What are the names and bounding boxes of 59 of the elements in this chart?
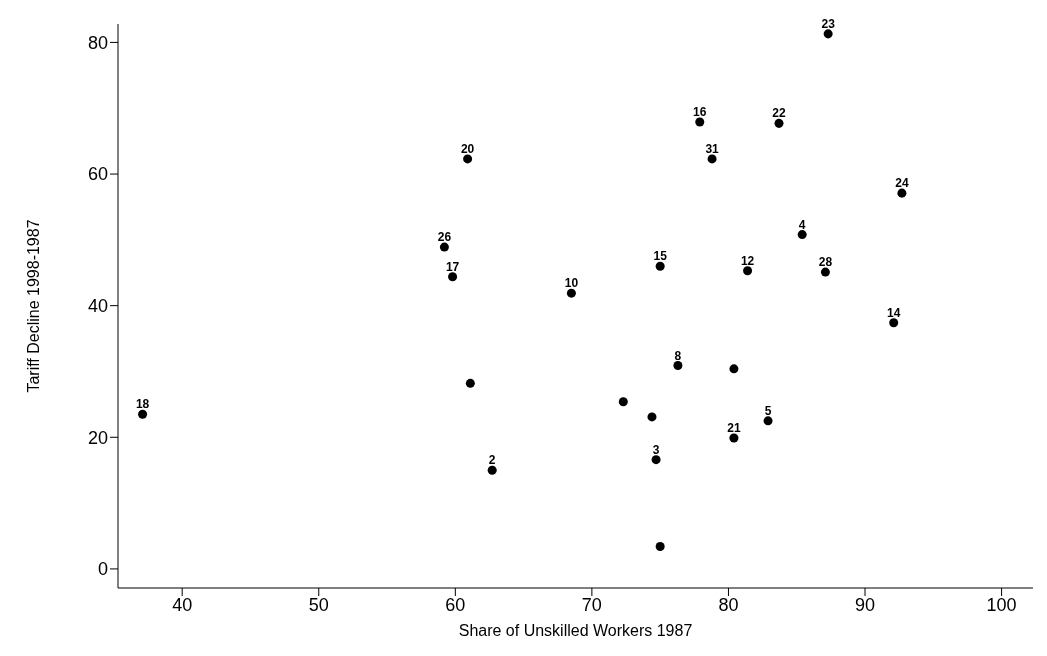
- annotation: 17: [445, 259, 460, 274]
- annotation: 21: [727, 420, 741, 435]
- annotation: 14: [887, 305, 901, 320]
- point: [655, 261, 665, 271]
- point: [651, 455, 661, 465]
- point: [647, 412, 657, 422]
- annotation: 18: [135, 397, 150, 412]
- annotation: 23: [821, 16, 836, 31]
- x-tick-label: 40: [172, 594, 193, 615]
- point: [487, 465, 497, 475]
- annotation: 16: [693, 105, 707, 120]
- point: [655, 542, 665, 552]
- annotation: 5: [764, 403, 772, 418]
- annotation: 28: [818, 255, 833, 270]
- y-tick-label: 20: [87, 427, 108, 448]
- point: [797, 230, 807, 240]
- point: [774, 118, 784, 128]
- annotation: 4: [798, 217, 806, 232]
- point: [566, 288, 576, 298]
- x-axis-title: Share of Unskilled Workers 1987: [458, 622, 693, 639]
- point: [729, 433, 739, 443]
- x-tick-label: 80: [718, 594, 739, 615]
- point: [618, 397, 628, 407]
- point: [823, 29, 833, 39]
- y-tick-label: 0: [97, 559, 108, 580]
- point: [889, 318, 899, 328]
- x-tick-label: 60: [445, 594, 466, 615]
- x-tick-label: 70: [581, 594, 602, 615]
- y-tick-label: 40: [87, 296, 108, 317]
- point: [439, 242, 449, 252]
- annotation: 22: [772, 106, 786, 121]
- point: [465, 378, 475, 388]
- point: [695, 117, 705, 127]
- y-axis-title: Tariff Decline 1998-1987: [24, 219, 42, 393]
- annotation: 24: [895, 176, 909, 191]
- point: [763, 416, 773, 426]
- x-tick-label: 100: [986, 594, 1017, 615]
- y-tick-label: 60: [87, 164, 108, 185]
- x-tick-label: 50: [308, 594, 329, 615]
- annotation: 2: [488, 453, 496, 468]
- annotation: 12: [740, 253, 755, 268]
- annotation: 26: [437, 230, 452, 245]
- point: [707, 154, 717, 164]
- point: [743, 266, 753, 276]
- x-tick-label: 90: [855, 594, 876, 615]
- point: [820, 267, 830, 277]
- annotation: 8: [674, 348, 682, 363]
- point: [463, 154, 473, 164]
- point: [448, 272, 458, 282]
- annotation: 10: [564, 276, 579, 291]
- annotation: 31: [705, 141, 720, 156]
- y-tick-label: 80: [87, 32, 108, 53]
- annotation: 20: [460, 141, 475, 156]
- point: [673, 361, 683, 371]
- annotation: 3: [652, 442, 660, 457]
- point: [897, 188, 907, 198]
- point: [729, 364, 739, 374]
- point: [138, 409, 148, 419]
- annotation: 15: [653, 249, 668, 264]
